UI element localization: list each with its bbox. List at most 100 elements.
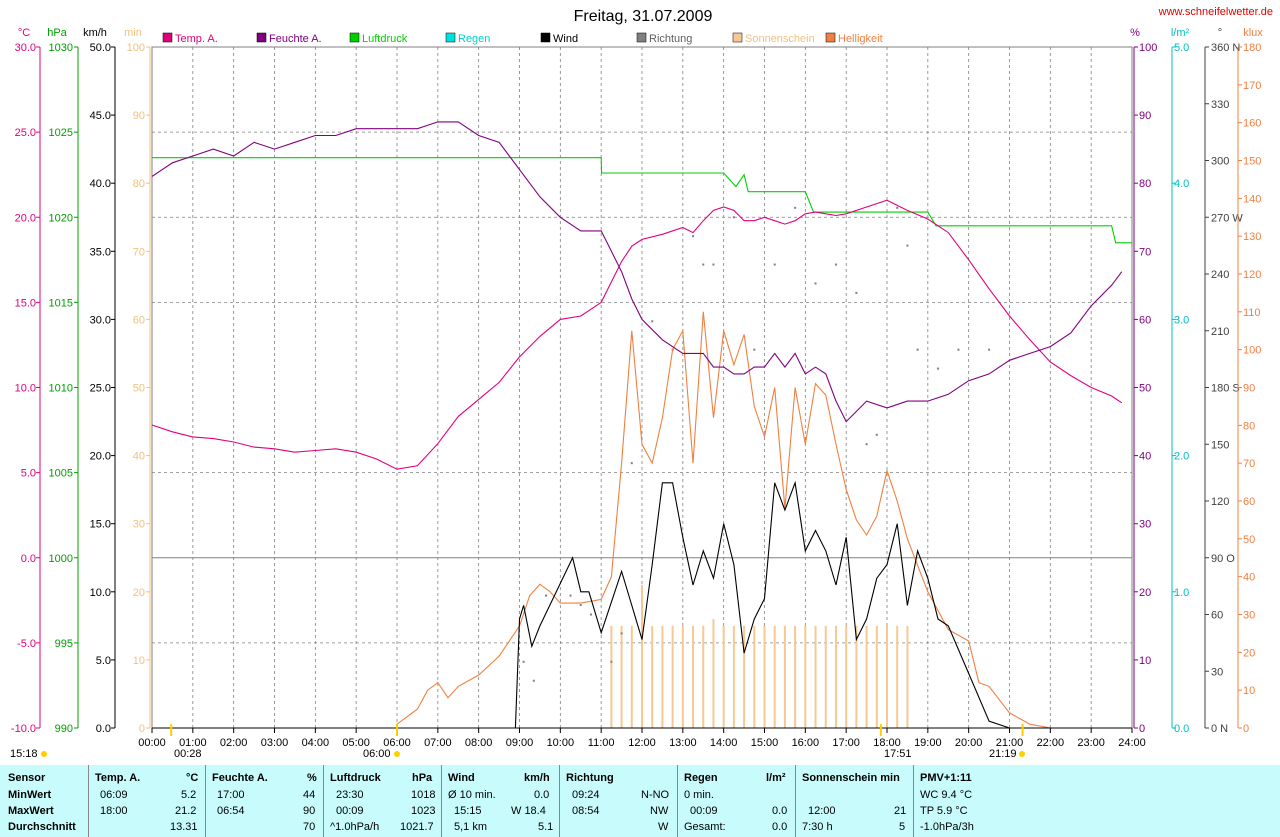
x-tick-label: 15:00: [751, 737, 779, 749]
x-tick-label: 14:00: [710, 737, 738, 749]
press-head: Luftdruck: [330, 772, 381, 784]
axis-tick-label: 35.0: [90, 246, 111, 258]
series-line-temp-a-: [151, 199, 1123, 470]
pmv-wc: WC 9.4 °C: [920, 789, 973, 801]
axis-tick-label: 0.0: [21, 553, 36, 565]
x-tick-label: 20:00: [955, 737, 983, 749]
direction-point: [773, 263, 776, 266]
axis-tick-label: 20.0: [15, 212, 36, 224]
axis-tick-label: 4.0: [1174, 178, 1189, 190]
temp-min-time: 06:09: [100, 789, 128, 801]
axis-tick-label: 70: [133, 246, 145, 258]
axis-tick-label: -5.0: [17, 638, 36, 650]
axis-tick-label: 15.0: [15, 297, 36, 309]
axis-tick-label: 0: [1139, 723, 1145, 735]
x-axis: 00:00 01:00 02:00 03:00 04:00 05:00 06:00 07:00…: [138, 724, 1146, 749]
direction-point: [814, 282, 817, 285]
wind-dist: 5,1 km: [454, 821, 488, 833]
axis-tick-label: 140: [1243, 193, 1261, 205]
axis-tick-label: 30: [133, 519, 145, 531]
axis-tick-label: 330: [1211, 99, 1229, 111]
axis-tick-label: 5.0: [96, 655, 111, 667]
axis-tick-label: 0.0: [1174, 723, 1189, 735]
press-max-time: 00:09: [336, 805, 364, 817]
axis-unit-labels: °C hPa km/h min % l/m² ° klux: [18, 27, 1263, 39]
temp-max-time: 18:00: [100, 805, 128, 817]
axis-tick-label: 180: [1243, 42, 1261, 54]
axis-tick-label: 50.0: [90, 42, 111, 54]
axis-tick-label: 100: [1139, 42, 1157, 54]
x-tick-label: 07:00: [424, 737, 452, 749]
now-label: 15:18: [10, 748, 38, 760]
axis-tick-label: 270 W: [1211, 212, 1243, 224]
series-layer: [151, 121, 1132, 729]
axis-tick-label: 70: [1139, 246, 1151, 258]
direction-point: [589, 613, 592, 616]
legend-label: Helligkeit: [838, 33, 883, 45]
rain-max-time: 00:09: [690, 805, 718, 817]
pmv-trend: -1.0hPa/3h: [920, 821, 974, 833]
legend: Temp. A. Feuchte A. Luftdruck Regen Wind Rich…: [162, 32, 883, 45]
series-line-helligkeit: [396, 311, 1051, 729]
press-max-val: 1023: [411, 805, 436, 817]
press-min-time: 23:30: [336, 789, 364, 801]
axes: 30.025.020.015.010.05.00.0-5.0-10.010301…: [11, 42, 1261, 735]
axis-tick-label: 90: [1243, 383, 1255, 395]
pressure-unit: hPa: [47, 27, 67, 39]
rain-total-label: Gesamt:: [684, 821, 726, 833]
wind-unit: km/h: [83, 27, 107, 39]
press-trend: ^1.0hPa/h: [330, 821, 380, 833]
axis-tick-label: 3.0: [1174, 314, 1189, 326]
press-avg: 1021.7: [400, 821, 434, 833]
axis-tick-label: 90: [133, 110, 145, 122]
dir-head: Richtung: [566, 772, 614, 784]
legend-swatch: [445, 32, 456, 43]
axis-tick-label: 100: [127, 42, 145, 54]
axis-tick-label: 30.0: [90, 314, 111, 326]
sun-unit: min: [124, 27, 142, 39]
axis-tick-label: 150: [1211, 439, 1229, 451]
axis-tick-label: 5.0: [21, 468, 36, 480]
temp-min-val: 5.2: [181, 789, 197, 801]
axis-tick-label: 20: [1243, 647, 1255, 659]
sensor-head: Sensor: [8, 772, 46, 784]
rain-unit: l/m²: [766, 772, 786, 784]
avg-label: Durchschnitt: [8, 821, 76, 833]
axis-tick-label: 110: [1243, 307, 1261, 319]
pmv-tp: TP 5.9 °C: [920, 805, 968, 817]
axis-tick-label: 80: [1139, 178, 1151, 190]
direction-point: [610, 660, 613, 663]
sunrise-label: 06:00: [363, 748, 391, 760]
hum-max-val: 90: [303, 805, 316, 817]
legend-swatch: [636, 32, 647, 43]
axis-tick-label: 40: [1243, 572, 1255, 584]
hum-head: Feuchte A.: [212, 772, 268, 784]
axis-tick-label: 5.0: [1174, 42, 1189, 54]
humidity-unit: %: [1130, 27, 1140, 39]
direction-point: [896, 206, 899, 209]
x-tick-label: 11:00: [588, 737, 615, 749]
axis-tick-label: 60: [1243, 496, 1255, 508]
axis-tick-label: 150: [1243, 156, 1261, 168]
rain-head: Regen: [684, 772, 718, 784]
axis-tick-label: 40: [1139, 451, 1151, 463]
axis-tick-label: 20: [1139, 587, 1151, 599]
x-tick-label: 00:00: [138, 737, 166, 749]
legend-swatch: [162, 32, 173, 43]
axis-tick-label: 120: [1243, 269, 1261, 281]
rain-unit: l/m²: [1171, 27, 1190, 39]
x-tick-label: 22:00: [1037, 737, 1065, 749]
axis-tick-label: 995: [55, 638, 73, 650]
x-tick-label: 06:00: [383, 737, 411, 749]
hum-min-val: 44: [303, 789, 316, 801]
axis-tick-label: 80: [1243, 420, 1255, 432]
sun-duration: 7:30 h: [802, 821, 833, 833]
sun-avg: 5: [899, 821, 906, 833]
press-min-val: 1018: [411, 789, 436, 801]
direction-unit: °: [1218, 27, 1222, 39]
axis-tick-label: 90: [1139, 110, 1151, 122]
axis-tick-label: 160: [1243, 118, 1261, 130]
legend-label: Feuchte A.: [269, 33, 322, 45]
axis-tick-label: 30: [1243, 610, 1255, 622]
legend-swatch: [349, 32, 360, 43]
